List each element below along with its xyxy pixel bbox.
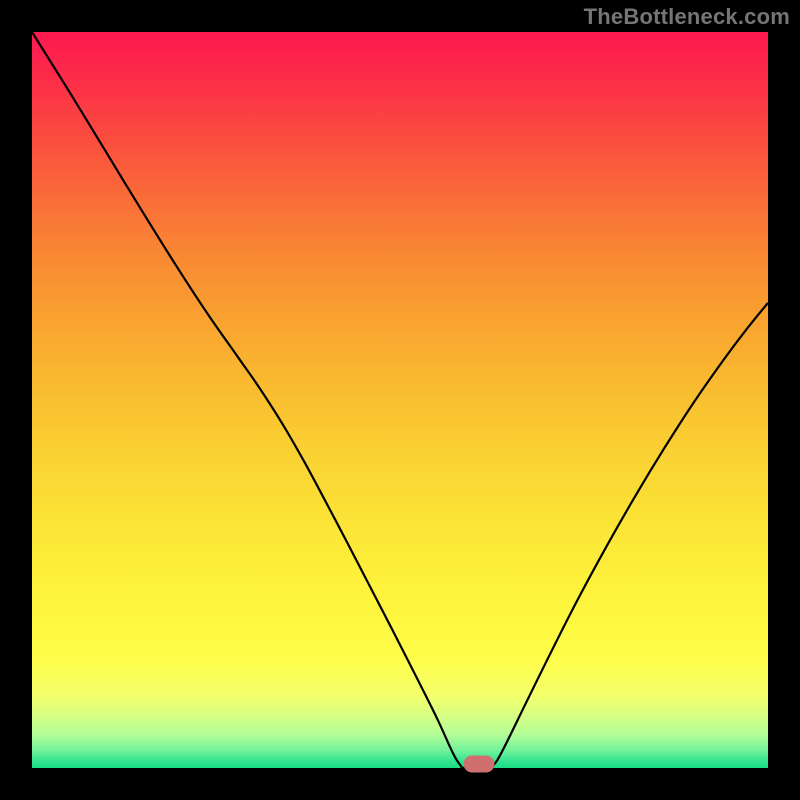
optimal-point-marker	[464, 756, 495, 773]
bottleneck-chart	[0, 0, 800, 800]
attribution-text: TheBottleneck.com	[584, 4, 790, 30]
chart-stage: TheBottleneck.com	[0, 0, 800, 800]
plot-background	[32, 32, 768, 768]
